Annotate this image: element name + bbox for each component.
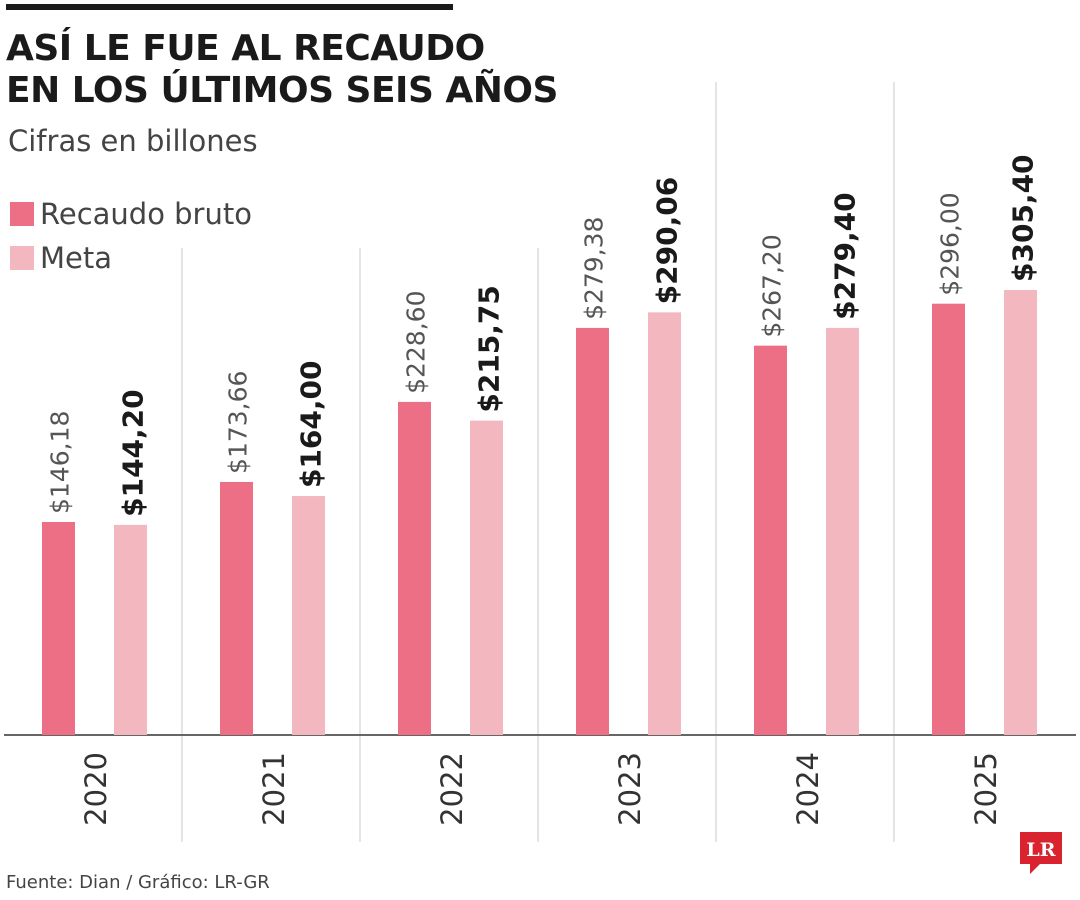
lr-logo: LR <box>1020 832 1062 874</box>
data-label-meta-2023: $290,06 <box>651 177 684 305</box>
data-label-meta-2024: $279,40 <box>829 192 862 320</box>
legend-label-recaudo: Recaudo bruto <box>40 197 252 231</box>
bar-meta-2020 <box>114 524 147 735</box>
data-label-recaudo-2022: $228,60 <box>402 291 431 394</box>
legend-label-meta: Meta <box>40 241 113 275</box>
data-label-recaudo-2024: $267,20 <box>758 234 787 337</box>
x-tick-label-2020: 2020 <box>79 752 113 826</box>
data-label-recaudo-2023: $279,38 <box>580 217 609 320</box>
bar-meta-2024 <box>826 327 859 735</box>
x-tick-label-2022: 2022 <box>435 752 469 826</box>
chart-title: ASÍ LE FUE AL RECAUDO EN LOS ÚLTIMOS SEI… <box>6 28 558 112</box>
footer-source: Fuente: Dian / Gráfico: LR-GR <box>6 872 270 893</box>
top-rule <box>6 4 453 10</box>
bar-meta-2025 <box>1004 290 1037 735</box>
data-label-meta-2025: $305,40 <box>1007 154 1040 282</box>
bar-recaudo-2021 <box>220 481 253 735</box>
data-label-meta-2022: $215,75 <box>473 285 506 413</box>
chart-title-line-2: EN LOS ÚLTIMOS SEIS AÑOS <box>6 70 558 111</box>
lr-logo-shape <box>1020 832 1062 874</box>
bar-meta-2023 <box>648 312 681 735</box>
x-tick-label-2023: 2023 <box>613 752 647 826</box>
bar-recaudo-2020 <box>42 522 75 735</box>
legend-swatch-recaudo <box>10 202 34 226</box>
legend-swatch-meta <box>10 246 34 270</box>
data-label-meta-2020: $144,20 <box>117 389 150 517</box>
bar-meta-2021 <box>292 496 325 735</box>
chart-title-line-1: ASÍ LE FUE AL RECAUDO <box>6 28 485 69</box>
x-tick-label-2024: 2024 <box>791 752 825 826</box>
chart-subtitle: Cifras en billones <box>8 124 258 158</box>
lr-logo-text: LR <box>1026 839 1055 861</box>
legend: Recaudo bruto Meta <box>10 192 252 280</box>
bar-recaudo-2022 <box>398 401 431 735</box>
bar-recaudo-2024 <box>754 345 787 735</box>
legend-item-recaudo: Recaudo bruto <box>10 192 252 236</box>
bar-recaudo-2023 <box>576 327 609 735</box>
data-label-meta-2021: $164,00 <box>295 361 328 489</box>
data-label-recaudo-2021: $173,66 <box>224 371 253 474</box>
legend-item-meta: Meta <box>10 236 252 280</box>
data-label-recaudo-2025: $296,00 <box>936 192 965 295</box>
bar-recaudo-2025 <box>932 303 965 735</box>
bar-meta-2022 <box>470 420 503 735</box>
x-tick-label-2021: 2021 <box>257 752 291 826</box>
data-label-recaudo-2020: $146,18 <box>46 411 75 514</box>
x-tick-label-2025: 2025 <box>969 752 1003 826</box>
